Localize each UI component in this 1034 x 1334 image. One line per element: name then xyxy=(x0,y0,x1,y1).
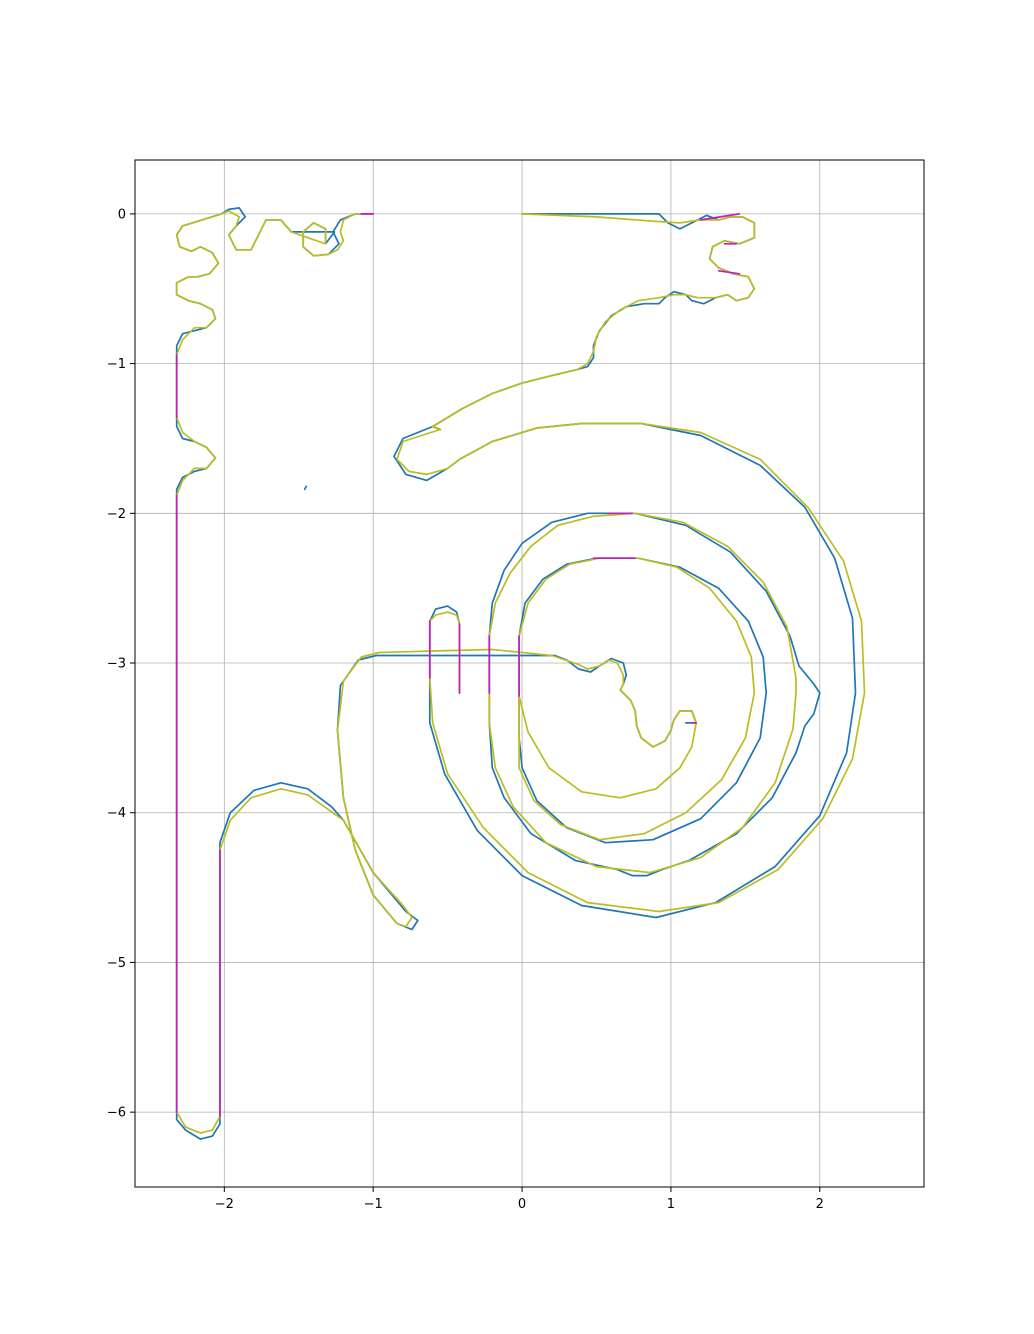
x-tick-label: 1 xyxy=(667,1197,675,1212)
series-line-segment xyxy=(518,557,768,844)
y-tick-label: −1 xyxy=(107,357,126,372)
series-line-segment xyxy=(431,213,756,431)
plot-frame xyxy=(134,159,925,1188)
y-tick-label: −6 xyxy=(107,1106,126,1121)
y-tick-label: −3 xyxy=(107,657,126,672)
y-tick-label: −2 xyxy=(107,507,126,522)
series-line-segment xyxy=(699,213,741,221)
y-tick-label: 0 xyxy=(118,207,126,222)
series-line-segment xyxy=(717,269,741,275)
x-tick-label: −2 xyxy=(215,1197,234,1212)
x-tick-label: 2 xyxy=(816,1197,824,1212)
series-line-segment xyxy=(175,210,698,1134)
series-line-segment xyxy=(518,557,756,841)
series-line-segment xyxy=(488,512,821,877)
x-tick-label: 0 xyxy=(518,1197,526,1212)
magenta-segment-series xyxy=(175,213,741,1118)
y-axis-ticks: 0 −1 −2 −3 −4 −5 −6 xyxy=(107,207,135,1121)
olive-path-series xyxy=(175,210,866,1134)
series-line-segment xyxy=(518,695,698,799)
y-tick-label: −4 xyxy=(107,806,126,821)
series-layer xyxy=(175,207,866,1140)
series-line-segment xyxy=(488,512,797,874)
y-tick-label: −5 xyxy=(107,956,126,971)
x-axis-ticks: −2 −1 0 1 2 xyxy=(215,1187,824,1212)
x-tick-label: −1 xyxy=(364,1197,383,1212)
series-line-segment xyxy=(303,485,308,491)
